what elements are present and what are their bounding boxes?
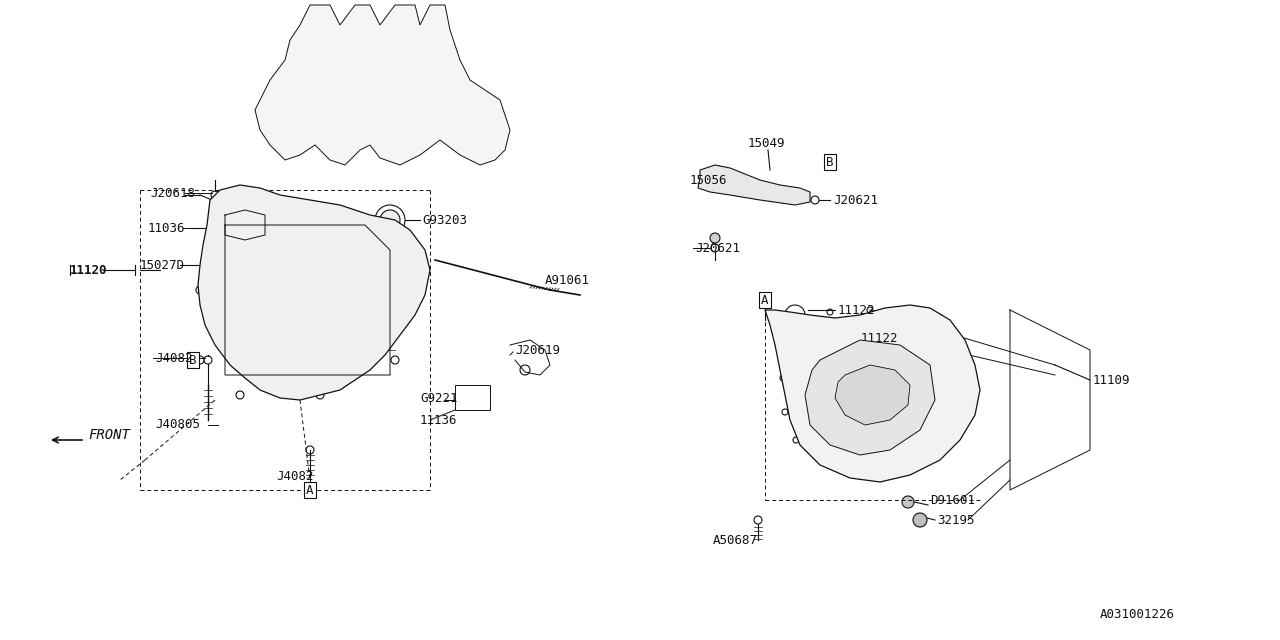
Circle shape bbox=[211, 191, 219, 199]
Circle shape bbox=[892, 472, 899, 478]
Text: 15056: 15056 bbox=[690, 173, 727, 186]
Circle shape bbox=[937, 329, 943, 335]
Text: A: A bbox=[762, 294, 769, 307]
Text: J20621: J20621 bbox=[695, 241, 740, 255]
Circle shape bbox=[340, 85, 370, 115]
Circle shape bbox=[422, 62, 438, 78]
Text: A031001226: A031001226 bbox=[1100, 609, 1175, 621]
Circle shape bbox=[852, 469, 858, 475]
Circle shape bbox=[236, 391, 244, 399]
Text: 11122: 11122 bbox=[838, 303, 876, 317]
Circle shape bbox=[442, 82, 458, 98]
Circle shape bbox=[316, 391, 324, 399]
Text: G93203: G93203 bbox=[422, 214, 467, 227]
Circle shape bbox=[333, 38, 357, 62]
Circle shape bbox=[854, 369, 867, 381]
Circle shape bbox=[797, 317, 803, 323]
Circle shape bbox=[794, 437, 799, 443]
Bar bbox=[454, 385, 490, 410]
Circle shape bbox=[827, 309, 833, 315]
Text: 11136: 11136 bbox=[420, 413, 457, 426]
Polygon shape bbox=[835, 365, 910, 425]
Polygon shape bbox=[765, 305, 980, 482]
Circle shape bbox=[902, 496, 914, 508]
Text: 11036: 11036 bbox=[148, 221, 186, 234]
Bar bbox=[250, 240, 300, 270]
Circle shape bbox=[785, 305, 805, 325]
Circle shape bbox=[385, 45, 404, 65]
Text: 15027D: 15027D bbox=[140, 259, 186, 271]
Text: 15049: 15049 bbox=[748, 136, 786, 150]
Text: FRONT: FRONT bbox=[88, 428, 129, 442]
Circle shape bbox=[296, 201, 305, 209]
Text: 32195: 32195 bbox=[937, 513, 974, 527]
Circle shape bbox=[810, 328, 829, 348]
Text: A91061: A91061 bbox=[545, 273, 590, 287]
Circle shape bbox=[867, 397, 883, 413]
Circle shape bbox=[710, 244, 719, 252]
Circle shape bbox=[754, 516, 762, 524]
Polygon shape bbox=[698, 165, 810, 205]
Text: D91601: D91601 bbox=[931, 493, 975, 506]
Text: 11122: 11122 bbox=[861, 332, 899, 344]
Circle shape bbox=[204, 356, 212, 364]
Circle shape bbox=[390, 286, 399, 294]
Circle shape bbox=[410, 95, 430, 115]
Circle shape bbox=[196, 286, 204, 294]
Circle shape bbox=[445, 125, 465, 145]
Circle shape bbox=[817, 457, 823, 463]
Circle shape bbox=[205, 257, 221, 273]
Text: G9221: G9221 bbox=[420, 392, 457, 404]
Text: A: A bbox=[306, 483, 314, 497]
Text: J20618: J20618 bbox=[150, 186, 195, 200]
Circle shape bbox=[196, 356, 204, 364]
Polygon shape bbox=[198, 185, 430, 400]
Polygon shape bbox=[255, 5, 509, 165]
Circle shape bbox=[211, 211, 219, 219]
Circle shape bbox=[250, 320, 291, 360]
Text: J40805: J40805 bbox=[155, 419, 200, 431]
Text: A50687: A50687 bbox=[713, 534, 758, 547]
Circle shape bbox=[390, 356, 399, 364]
Bar bbox=[244, 235, 305, 275]
Circle shape bbox=[306, 446, 314, 454]
Text: J20619: J20619 bbox=[515, 344, 561, 356]
Circle shape bbox=[927, 457, 933, 463]
Circle shape bbox=[812, 196, 819, 204]
Circle shape bbox=[380, 210, 401, 230]
Circle shape bbox=[782, 342, 788, 348]
Circle shape bbox=[520, 365, 530, 375]
Circle shape bbox=[378, 108, 402, 132]
Text: J4082: J4082 bbox=[276, 470, 314, 483]
Circle shape bbox=[952, 432, 957, 438]
Circle shape bbox=[782, 409, 788, 415]
Circle shape bbox=[212, 225, 218, 231]
Circle shape bbox=[375, 205, 404, 235]
Circle shape bbox=[710, 233, 721, 243]
Polygon shape bbox=[805, 340, 934, 455]
Text: B: B bbox=[827, 156, 833, 168]
Circle shape bbox=[867, 307, 873, 313]
Circle shape bbox=[247, 242, 283, 278]
Circle shape bbox=[320, 245, 349, 275]
Circle shape bbox=[780, 375, 786, 381]
Text: 11109: 11109 bbox=[1093, 374, 1130, 387]
Circle shape bbox=[963, 395, 968, 401]
Circle shape bbox=[312, 317, 348, 353]
Circle shape bbox=[913, 513, 927, 527]
Text: 11120: 11120 bbox=[70, 264, 108, 276]
Circle shape bbox=[381, 211, 389, 219]
Text: J4082: J4082 bbox=[155, 351, 192, 365]
Text: J20621: J20621 bbox=[833, 193, 878, 207]
Circle shape bbox=[955, 357, 961, 363]
Circle shape bbox=[293, 288, 317, 312]
Text: B: B bbox=[189, 353, 197, 367]
Circle shape bbox=[908, 312, 913, 318]
